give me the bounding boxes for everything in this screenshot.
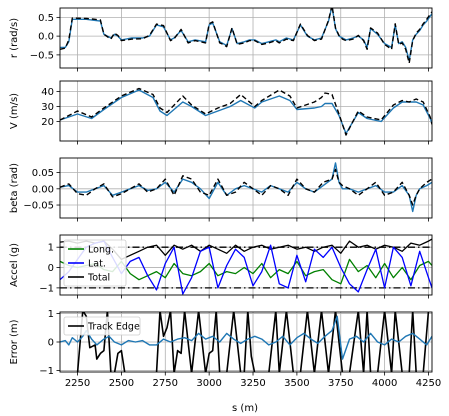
series-blue-line bbox=[60, 8, 432, 62]
series-blue-line bbox=[60, 89, 432, 135]
series-dashed-line bbox=[60, 87, 432, 136]
y-axis-label: Error (m) bbox=[9, 319, 20, 364]
y-tick-label: 30 bbox=[41, 102, 54, 113]
y-tick-label: 0.00 bbox=[32, 184, 54, 195]
x-tick-label: 4250 bbox=[416, 378, 441, 389]
panel-5: 1 0 −1 2250 2500 2750 3000 3250 3500 3750 4000 4250… bbox=[9, 309, 441, 389]
axes-frame bbox=[59, 157, 433, 219]
legend-box bbox=[63, 316, 141, 336]
series-dashed-line bbox=[60, 168, 432, 206]
y-tick-label: 0.0 bbox=[38, 32, 54, 43]
y-tick-label: 0.05 bbox=[32, 168, 54, 179]
y-tick-label: 0 bbox=[48, 263, 54, 274]
x-tick-label: 2250 bbox=[65, 378, 90, 389]
y-tick-label: 0 bbox=[48, 338, 54, 349]
panel-2: 40 30 20 V (m/s) bbox=[9, 80, 433, 145]
legend-label: Total bbox=[87, 273, 110, 284]
series-blue-line bbox=[60, 162, 432, 213]
y-tick-label: −1 bbox=[39, 366, 54, 377]
y-tick-label: −1 bbox=[39, 283, 54, 294]
y-tick-label: 40 bbox=[41, 87, 54, 98]
y-tick-label: 0.5 bbox=[38, 13, 54, 24]
axes-frame bbox=[59, 234, 433, 296]
series-edge-line bbox=[76, 312, 430, 372]
legend-label: Long. bbox=[88, 245, 114, 256]
axes-frame bbox=[59, 7, 433, 69]
y-tick-label: −0.5 bbox=[30, 50, 54, 61]
legend-label: Track Edge bbox=[87, 322, 140, 333]
x-axis-label: s (m) bbox=[232, 403, 258, 414]
axes-frame bbox=[59, 80, 433, 142]
panel-4: 1 0 −1 Accel (g) Long. Lat. Total bbox=[9, 234, 433, 299]
y-axis-label: Accel (g) bbox=[9, 243, 20, 287]
y-tick-label: 20 bbox=[41, 117, 54, 128]
y-tick-label: 1 bbox=[48, 309, 54, 320]
series-blue-line bbox=[60, 315, 432, 360]
y-tick-label: 1 bbox=[48, 243, 54, 254]
y-axis-label: r (rad/s) bbox=[9, 18, 20, 58]
x-tick-label: 3500 bbox=[284, 378, 309, 389]
x-tick-label: 4000 bbox=[372, 378, 397, 389]
x-tick-label: 2750 bbox=[153, 378, 178, 389]
panel-1: 0.5 0.0 −0.5 r (rad/s) bbox=[9, 7, 433, 72]
series-dashed-line bbox=[60, 8, 432, 64]
x-tick-label: 3250 bbox=[240, 378, 265, 389]
y-axis-label: beta (rad) bbox=[9, 163, 20, 213]
legend-label: Lat. bbox=[88, 259, 106, 270]
x-tick-label: 2500 bbox=[109, 378, 134, 389]
axes-frame bbox=[59, 311, 433, 373]
x-tick-label: 3750 bbox=[328, 378, 353, 389]
y-axis-label: V (m/s) bbox=[9, 93, 20, 129]
legend-box bbox=[63, 239, 127, 287]
y-tick-label: −0.05 bbox=[23, 201, 54, 212]
x-tick-label: 3000 bbox=[196, 378, 221, 389]
